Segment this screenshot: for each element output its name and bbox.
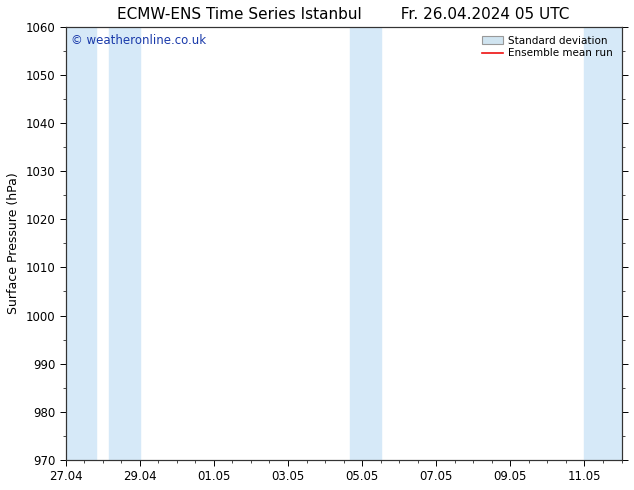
Title: ECMW-ENS Time Series Istanbul        Fr. 26.04.2024 05 UTC: ECMW-ENS Time Series Istanbul Fr. 26.04.… xyxy=(117,7,570,22)
Bar xyxy=(109,27,139,460)
Legend: Standard deviation, Ensemble mean run: Standard deviation, Ensemble mean run xyxy=(479,32,616,61)
Y-axis label: Surface Pressure (hPa): Surface Pressure (hPa) xyxy=(7,172,20,314)
Bar xyxy=(350,27,380,460)
Bar xyxy=(585,27,621,460)
Bar xyxy=(66,27,96,460)
Text: © weatheronline.co.uk: © weatheronline.co.uk xyxy=(71,34,206,47)
